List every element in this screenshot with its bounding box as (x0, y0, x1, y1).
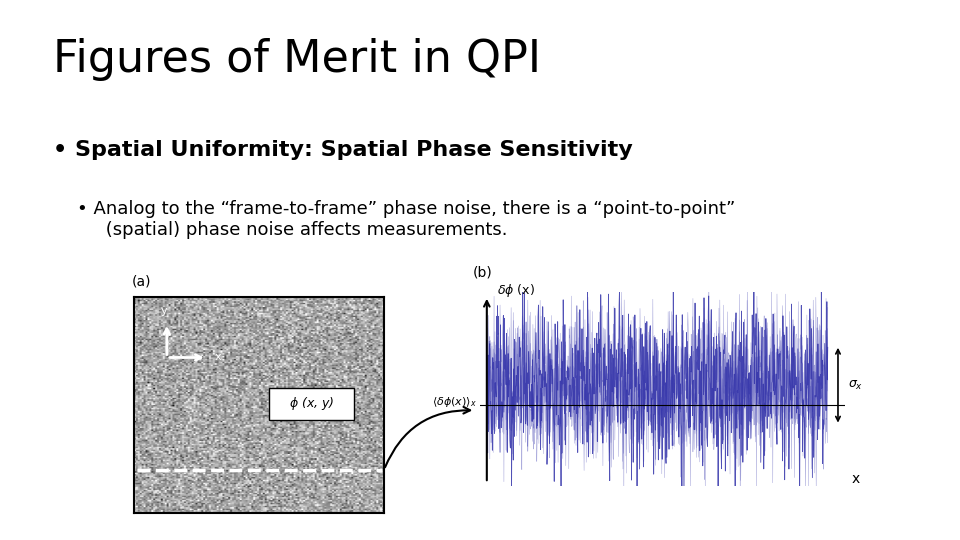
Text: • Spatial Uniformity: Spatial Phase Sensitivity: • Spatial Uniformity: Spatial Phase Sens… (53, 140, 633, 160)
FancyArrowPatch shape (385, 407, 470, 467)
FancyBboxPatch shape (269, 388, 354, 420)
Text: x: x (214, 353, 221, 362)
Text: Figures of Merit in QPI: Figures of Merit in QPI (53, 38, 540, 81)
Text: x: x (852, 472, 860, 486)
Text: $\sigma_x$: $\sigma_x$ (849, 379, 863, 392)
Text: $\phi$ (x, y): $\phi$ (x, y) (289, 395, 334, 413)
Text: • Analog to the “frame-to-frame” phase noise, there is a “point-to-point”
     (: • Analog to the “frame-to-frame” phase n… (77, 200, 735, 239)
Text: (a): (a) (132, 274, 152, 288)
Text: (b): (b) (472, 266, 492, 280)
Text: $\delta\phi$ (x): $\delta\phi$ (x) (497, 282, 535, 299)
Text: $\langle\delta\phi (x)\rangle_x$: $\langle\delta\phi (x)\rangle_x$ (432, 395, 476, 409)
Text: y: y (161, 306, 168, 316)
